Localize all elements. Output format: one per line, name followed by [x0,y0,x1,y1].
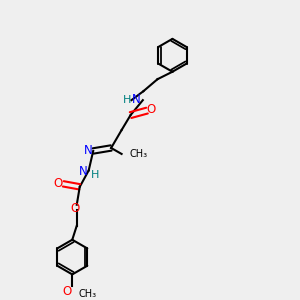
Text: N: N [132,93,140,106]
Text: N: N [83,144,92,157]
Text: CH₃: CH₃ [129,149,147,159]
Text: O: O [70,202,80,215]
Text: H: H [91,170,100,180]
Text: H: H [123,94,131,104]
Text: O: O [147,103,156,116]
Text: O: O [53,177,63,190]
Text: O: O [62,285,71,298]
Text: CH₃: CH₃ [78,289,96,299]
Text: N: N [79,165,88,178]
